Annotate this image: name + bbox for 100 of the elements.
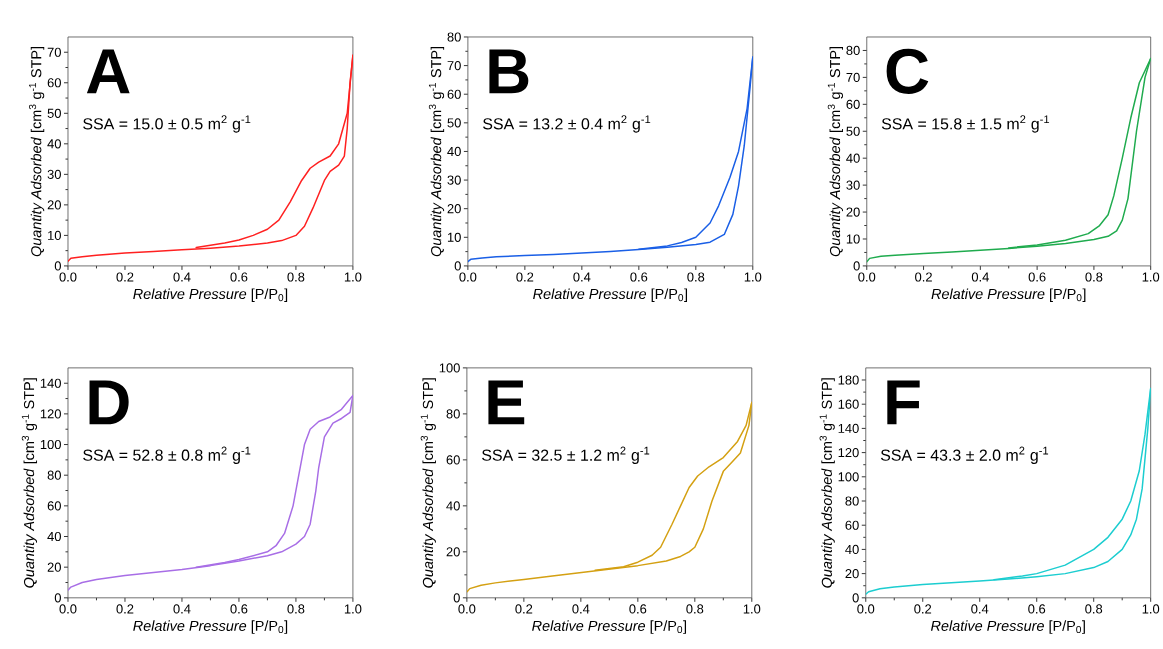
y-tick-label: 40 xyxy=(845,544,859,555)
x-tick-label: 0.6 xyxy=(230,604,248,614)
annotation: E xyxy=(488,380,525,425)
y-tick-label: 60 xyxy=(47,501,61,511)
x-tick-label: 1.0 xyxy=(1142,604,1160,614)
y-tick-label: 100 xyxy=(838,472,859,482)
x-tick-label: 0.8 xyxy=(287,272,305,282)
annotation: D xyxy=(89,380,129,425)
y-tick-label: 100 xyxy=(439,363,460,373)
x-tick-label: 0.0 xyxy=(858,272,876,282)
x-tick-label: 0.2 xyxy=(116,272,134,282)
y-tick-label: 120 xyxy=(40,409,61,419)
x-tick-label: 1.0 xyxy=(344,272,362,282)
x-tick-label: 0.2 xyxy=(915,272,932,282)
y-tick-label: 0 xyxy=(853,261,860,271)
annotation: SSA = 52.8 ± 0.8 m$^{2}$ g$^{-1}$ xyxy=(83,446,251,465)
x-tick-label: 0.2 xyxy=(914,604,932,614)
annotation: C xyxy=(886,48,929,94)
annotation: SSA = 15.0 ± 0.5 m$^{2}$ g$^{-1}$ xyxy=(83,115,251,133)
x-tick-label: 0.0 xyxy=(458,604,476,614)
y-tick-label: 60 xyxy=(47,78,61,88)
x-tick-label: 0.6 xyxy=(629,604,647,614)
x-tick-label: 0.4 xyxy=(971,604,989,614)
y-tick-label: 50 xyxy=(447,118,461,128)
x-tick-label: 0.2 xyxy=(515,604,533,614)
x-tick-label: 0.4 xyxy=(173,604,191,614)
y-tick-label: 0 xyxy=(54,261,61,271)
y-tick-label: 0 xyxy=(453,593,460,603)
x-axis-title: Relative Pressure [P/P$_{0}$] xyxy=(533,288,688,302)
y-tick-label: 20 xyxy=(47,562,61,572)
y-tick-label: 70 xyxy=(846,72,860,83)
y-tick-label: 10 xyxy=(48,230,61,241)
y-tick-label: 10 xyxy=(447,232,461,242)
annotation: SSA = 43.3 ± 2.0 m$^{2}$ g$^{-1}$ xyxy=(880,446,1049,465)
x-tick-label: 0.4 xyxy=(971,272,989,282)
x-axis-title: Relative Pressure [P/P$_{0}$] xyxy=(532,620,687,634)
y-tick-label: 160 xyxy=(838,399,859,409)
x-tick-label: 0.0 xyxy=(59,272,77,282)
y-tick-label: 20 xyxy=(845,569,859,579)
y-tick-label: 80 xyxy=(845,496,859,506)
y-tick-label: 80 xyxy=(846,45,860,56)
y-tick-label: 20 xyxy=(446,547,460,557)
y-tick-label: 60 xyxy=(447,89,461,99)
y-tick-label: 20 xyxy=(47,200,61,210)
x-tick-label: 0.0 xyxy=(857,604,875,614)
x-tick-label: 0.8 xyxy=(1085,604,1103,614)
x-tick-label: 0.2 xyxy=(516,272,534,282)
y-tick-label: 50 xyxy=(47,108,61,118)
y-tick-label: 60 xyxy=(846,99,860,109)
x-tick-label: 1.0 xyxy=(743,604,761,614)
y-axis-title: Quantity Adsorbed [cm$^{3}$ g$^{-1}$ STP] xyxy=(28,47,45,257)
y-tick-label: 60 xyxy=(845,520,859,530)
y-tick-label: 30 xyxy=(447,175,461,185)
y-tick-label: 40 xyxy=(846,153,860,163)
x-tick-label: 0.4 xyxy=(572,604,590,614)
x-axis-title: Relative Pressure [P/P$_{0}$] xyxy=(133,288,288,302)
y-axis-title: Quantity Adsorbed [cm$^{3}$ g$^{-1}$ STP] xyxy=(21,378,38,588)
annotation: SSA = 32.5 ± 1.2 m$^{2}$ g$^{-1}$ xyxy=(482,446,650,465)
y-tick-label: 30 xyxy=(846,180,860,190)
annotation: A xyxy=(86,49,130,94)
y-tick-label: 40 xyxy=(47,532,61,542)
y-tick-label: 60 xyxy=(446,455,460,465)
y-tick-label: 20 xyxy=(846,207,860,217)
y-tick-label: 70 xyxy=(447,61,461,71)
x-tick-label: 0.4 xyxy=(173,272,191,282)
x-tick-label: 0.8 xyxy=(1085,272,1103,282)
y-tick-label: 10 xyxy=(846,234,860,244)
x-tick-label: 0.0 xyxy=(59,604,77,614)
x-axis-title: Relative Pressure [P/P$_{0}$] xyxy=(930,620,1085,634)
y-tick-label: 0 xyxy=(852,593,859,603)
y-axis-title: Quantity Adsorbed [cm$^{3}$ g$^{-1}$ STP] xyxy=(827,47,844,257)
y-tick-label: 30 xyxy=(47,169,61,180)
x-axis-title: Relative Pressure [P/P$_{0}$] xyxy=(931,288,1086,302)
x-tick-label: 1.0 xyxy=(744,272,762,282)
y-tick-label: 0 xyxy=(454,261,461,271)
x-tick-label: 0.6 xyxy=(1028,604,1046,614)
x-tick-label: 0.4 xyxy=(573,272,591,282)
x-tick-label: 0.0 xyxy=(459,272,477,282)
y-tick-label: 40 xyxy=(446,501,460,511)
y-tick-label: 80 xyxy=(446,409,460,419)
y-tick-label: 140 xyxy=(838,423,859,434)
y-axis-title: Quantity Adsorbed [cm$^{3}$ g$^{-1}$ STP] xyxy=(428,47,445,257)
x-tick-label: 0.6 xyxy=(1028,272,1046,282)
x-tick-label: 0.8 xyxy=(686,604,704,614)
x-axis-title: Relative Pressure [P/P$_{0}$] xyxy=(133,620,288,634)
x-tick-label: 0.6 xyxy=(630,272,648,282)
y-axis-title: Quantity Adsorbed [cm$^{3}$ g$^{-1}$ STP] xyxy=(819,378,835,588)
y-tick-label: 50 xyxy=(846,126,860,136)
y-tick-label: 70 xyxy=(47,47,61,57)
x-tick-label: 0.8 xyxy=(287,604,305,614)
y-tick-label: 140 xyxy=(40,378,61,388)
annotation: SSA = 13.2 ± 0.4 m$^{2}$ g$^{-1}$ xyxy=(483,115,651,133)
annotation: F xyxy=(887,380,920,425)
x-tick-label: 0.8 xyxy=(687,272,705,282)
y-tick-label: 20 xyxy=(447,204,461,214)
annotation: B xyxy=(489,49,529,94)
y-tick-label: 120 xyxy=(838,448,859,458)
x-tick-label: 0.6 xyxy=(230,272,248,282)
y-tick-label: 0 xyxy=(54,593,61,603)
y-tick-label: 40 xyxy=(447,146,461,157)
